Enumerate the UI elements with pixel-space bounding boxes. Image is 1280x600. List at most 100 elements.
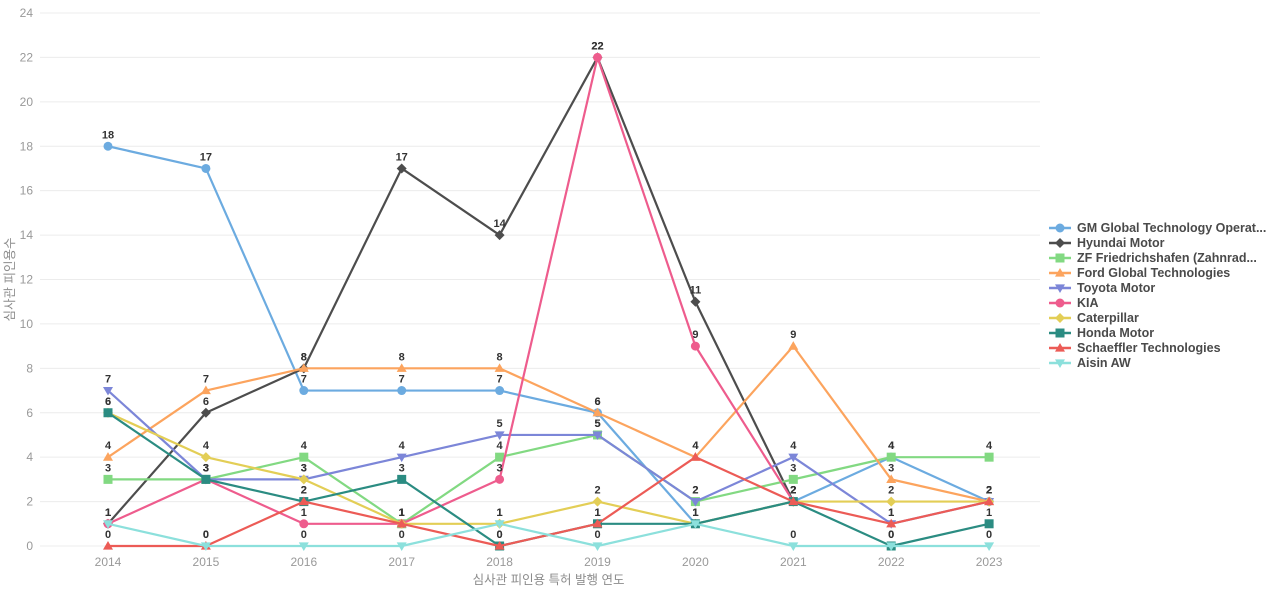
- data-point-label: 4: [301, 440, 308, 452]
- data-point-label: 8: [399, 351, 405, 363]
- data-point-label: 1: [497, 507, 503, 519]
- series-line: [107, 56, 795, 525]
- legend-item-gm-global-technology-operat-[interactable]: GM Global Technology Operat...: [1048, 221, 1267, 235]
- legend-item-kia[interactable]: KIA: [1048, 296, 1266, 310]
- legend-item-caterpillar[interactable]: Caterpillar: [1048, 311, 1266, 325]
- data-point: [984, 452, 994, 462]
- y-tick-label: 10: [20, 317, 34, 331]
- data-point: [396, 453, 407, 463]
- data-point: [298, 496, 309, 506]
- chart-legend: GM Global Technology Operat... Hyundai Mo…: [1048, 221, 1267, 370]
- x-tick-label: 2018: [486, 555, 513, 569]
- series-ford-global-technologies: 4 7 8 8 8 6 4 9 3 2: [103, 329, 995, 506]
- legend-label: Hyundai Motor: [1077, 236, 1165, 250]
- data-point-label: 1: [692, 507, 698, 519]
- legend-label: Schaeffler Technologies: [1077, 341, 1221, 355]
- y-tick-label: 22: [20, 50, 34, 64]
- x-tick-label: 2021: [780, 555, 807, 569]
- data-point-label: 6: [105, 396, 111, 408]
- legend-label: ZF Friedrichshafen (Zahnrad...: [1077, 251, 1257, 265]
- data-point-label: 9: [790, 329, 796, 341]
- data-point-label: 1: [594, 507, 600, 519]
- data-point: [886, 474, 897, 483]
- data-point-label: 0: [790, 529, 796, 541]
- data-point: [298, 474, 309, 485]
- data-point: [298, 542, 309, 551]
- data-point-label: 1: [105, 507, 111, 519]
- data-point: [592, 518, 603, 528]
- data-point-label: 18: [102, 129, 114, 141]
- legend-item-ford-global-technologies[interactable]: Ford Global Technologies: [1048, 266, 1266, 280]
- data-point-label: 0: [888, 529, 894, 541]
- data-point-label: 3: [203, 462, 209, 474]
- x-tick-label: 2019: [584, 555, 611, 569]
- legend-item-honda-motor[interactable]: Honda Motor: [1048, 326, 1266, 340]
- data-point-label: 2: [301, 485, 307, 497]
- data-point-label: 3: [301, 462, 307, 474]
- legend-item-zf-friedrichshafen-zahnrad-[interactable]: ZF Friedrichshafen (Zahnrad...: [1048, 251, 1266, 265]
- data-point: [397, 386, 407, 396]
- data-point-label: 0: [105, 529, 111, 541]
- data-point-label: 3: [790, 462, 796, 474]
- data-point-label: 0: [986, 529, 992, 541]
- data-point: [690, 296, 701, 307]
- triangle-down-legend-marker-icon: [1049, 359, 1071, 368]
- data-point-label: 2: [692, 485, 698, 497]
- data-point-label: 4: [888, 440, 895, 452]
- data-point: [299, 386, 309, 396]
- data-point-label: 1: [301, 507, 307, 519]
- data-point: [494, 431, 505, 440]
- data-point-label: 6: [594, 396, 600, 408]
- y-tick-label: 24: [20, 6, 34, 20]
- data-point-label: 2: [986, 485, 992, 497]
- data-point: [494, 541, 505, 550]
- data-point-label: 3: [301, 462, 307, 474]
- data-point-label: 2: [790, 485, 796, 497]
- data-point-label: 2: [790, 485, 796, 497]
- data-point-label: 8: [301, 351, 307, 363]
- series-aisin-aw: 1 0 0 0 1 0 1 0 0 0: [103, 507, 995, 551]
- data-point: [201, 163, 211, 173]
- legend-label: GM Global Technology Operat...: [1077, 221, 1267, 235]
- x-tick-label: 2022: [878, 555, 905, 569]
- circle-legend-marker-icon: [1049, 223, 1071, 233]
- series-line: [107, 411, 990, 525]
- data-point: [886, 496, 897, 507]
- data-point: [886, 518, 897, 528]
- data-point-label: 22: [591, 40, 603, 52]
- legend-label: KIA: [1077, 296, 1099, 310]
- y-axis-title: 심사관 피인용수: [3, 238, 17, 322]
- data-point-label: 0: [497, 529, 503, 541]
- data-point-label: 1: [105, 507, 111, 519]
- legend-item-hyundai-motor[interactable]: Hyundai Motor: [1048, 236, 1266, 250]
- data-point-label: 4: [888, 440, 895, 452]
- data-point-label: 2: [986, 485, 992, 497]
- data-point-label: 2: [986, 485, 992, 497]
- data-point-label: 3: [203, 462, 209, 474]
- x-tick-label: 2015: [193, 555, 220, 569]
- data-point-label: 7: [497, 374, 503, 386]
- data-point-label: 1: [399, 507, 405, 519]
- x-tick-label: 2023: [976, 555, 1003, 569]
- legend-item-aisin-aw[interactable]: Aisin AW: [1048, 356, 1266, 370]
- y-tick-label: 2: [26, 495, 33, 509]
- data-point: [397, 474, 407, 484]
- y-tick-label: 12: [20, 273, 34, 287]
- data-point-label: 3: [497, 462, 503, 474]
- legend-item-toyota-motor[interactable]: Toyota Motor: [1048, 281, 1266, 295]
- data-point-label: 1: [594, 507, 600, 519]
- data-point-label: 1: [888, 507, 894, 519]
- data-point: [984, 496, 995, 506]
- data-point-label: 3: [203, 462, 209, 474]
- data-point-label: 4: [203, 440, 210, 452]
- y-tick-label: 4: [26, 450, 33, 464]
- data-point-label: 4: [497, 440, 504, 452]
- legend-item-schaeffler-technologies[interactable]: Schaeffler Technologies: [1048, 341, 1266, 355]
- data-point: [396, 542, 407, 551]
- y-tick-label: 20: [20, 95, 34, 109]
- data-point-label: 6: [203, 396, 209, 408]
- data-point: [103, 386, 113, 396]
- data-point-label: 1: [888, 507, 894, 519]
